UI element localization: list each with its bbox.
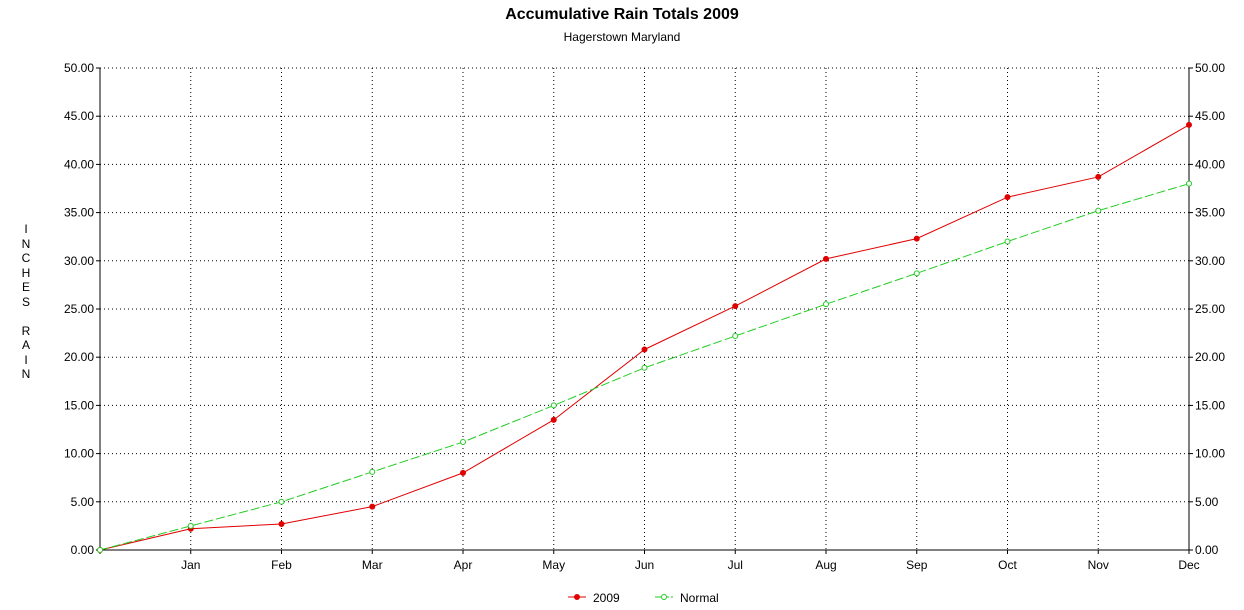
y-tick-label-left: 5.00 bbox=[71, 495, 95, 509]
x-tick-label: Jul bbox=[728, 558, 743, 572]
x-tick-label: Aug bbox=[815, 558, 836, 572]
y-tick-label-right: 0.00 bbox=[1195, 543, 1219, 557]
chart-title: Accumulative Rain Totals 2009 bbox=[505, 6, 739, 23]
y-tick-label-right: 10.00 bbox=[1195, 447, 1225, 461]
x-tick-label: Oct bbox=[998, 558, 1017, 572]
data-point-normal bbox=[823, 301, 829, 308]
legend-marker-2009 bbox=[574, 594, 580, 600]
y-tick-label-right: 50.00 bbox=[1195, 61, 1225, 75]
x-tick-label: Nov bbox=[1088, 558, 1109, 572]
y-tick-label-right: 5.00 bbox=[1195, 495, 1219, 509]
y-tick-label-left: 15.00 bbox=[64, 398, 94, 412]
y-tick-label-right: 20.00 bbox=[1195, 350, 1225, 364]
y-tick-label-left: 30.00 bbox=[64, 254, 94, 268]
series-lines bbox=[97, 121, 1192, 553]
y-tick-label-right: 25.00 bbox=[1195, 302, 1225, 316]
y-tick-label-right: 30.00 bbox=[1195, 254, 1225, 268]
data-point-2009 bbox=[278, 520, 285, 527]
y-tick-label-left: 10.00 bbox=[64, 447, 94, 461]
data-point-normal bbox=[550, 402, 557, 409]
x-tick-label: Sep bbox=[906, 558, 928, 572]
grid bbox=[100, 67, 1190, 551]
y-tick-label-left: 35.00 bbox=[64, 206, 94, 220]
y-tick-label-left: 50.00 bbox=[64, 61, 94, 75]
y-tick-label-left: 0.00 bbox=[71, 543, 95, 557]
y-tick-label-right: 40.00 bbox=[1195, 157, 1225, 171]
x-tick-label: Apr bbox=[454, 558, 473, 572]
y-tick-label-right: 45.00 bbox=[1195, 109, 1225, 123]
y-tick-label-left: 20.00 bbox=[64, 350, 94, 364]
x-tick-label: Jun bbox=[635, 558, 654, 572]
legend[interactable]: 2009 Normal bbox=[568, 591, 719, 605]
legend-label-2009: 2009 bbox=[593, 591, 620, 605]
data-point-normal bbox=[460, 439, 466, 446]
x-tick-label: May bbox=[542, 558, 565, 572]
data-point-2009 bbox=[1186, 121, 1192, 128]
x-tick-label: Jan bbox=[181, 558, 200, 572]
data-point-2009 bbox=[550, 416, 557, 423]
data-point-2009 bbox=[1095, 173, 1102, 180]
data-point-normal bbox=[97, 547, 103, 553]
x-tick-label: Dec bbox=[1178, 558, 1199, 572]
data-point-2009 bbox=[913, 235, 920, 242]
x-tick-label: Mar bbox=[362, 558, 383, 572]
legend-label-normal: Normal bbox=[680, 591, 719, 605]
legend-marker-normal bbox=[661, 594, 667, 600]
data-point-normal bbox=[278, 498, 285, 505]
chart-subtitle: Hagerstown Maryland bbox=[563, 30, 681, 44]
y-tick-label-right: 35.00 bbox=[1195, 206, 1225, 220]
data-point-2009 bbox=[369, 503, 376, 510]
data-point-2009 bbox=[732, 303, 739, 310]
data-point-normal bbox=[732, 332, 739, 339]
data-point-normal bbox=[641, 364, 648, 371]
x-tick-label: Feb bbox=[271, 558, 292, 572]
data-point-2009 bbox=[641, 346, 648, 353]
y-tick-label-left: 40.00 bbox=[64, 157, 94, 171]
data-point-normal bbox=[1004, 238, 1011, 245]
data-point-normal bbox=[1186, 180, 1192, 187]
axes: 0.00 0.00 5.00 5.00 10.00 10.00 15.00 15.00 20.0… bbox=[64, 61, 1225, 572]
y-tick-label-left: 45.00 bbox=[64, 109, 94, 123]
y-axis-label: I N C H E S R A I N bbox=[21, 222, 31, 381]
data-point-2009 bbox=[823, 255, 829, 262]
y-tick-label-right: 15.00 bbox=[1195, 398, 1225, 412]
y-tick-label-left: 25.00 bbox=[64, 302, 94, 316]
data-point-normal bbox=[1095, 207, 1102, 214]
data-point-normal bbox=[913, 270, 920, 277]
data-point-normal bbox=[187, 522, 194, 529]
data-point-normal bbox=[369, 468, 376, 475]
data-point-2009 bbox=[460, 469, 466, 476]
data-point-2009 bbox=[1004, 194, 1011, 201]
